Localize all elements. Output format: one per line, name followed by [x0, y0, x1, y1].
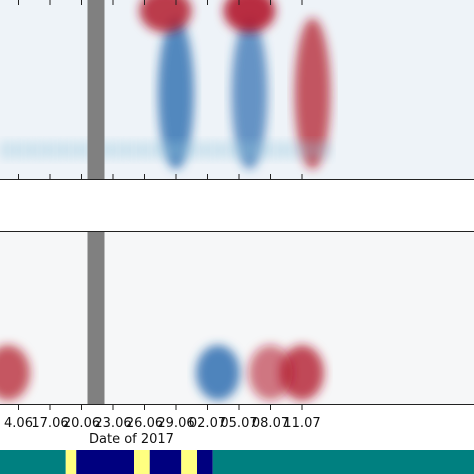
x-tick-labels: 4.0617.0620.0623.0626.0629.0602.0705.070… — [4, 416, 321, 431]
x-tick-label: 20.06 — [63, 416, 100, 431]
upper-texture-21 — [219, 140, 238, 160]
upper-feature-1 — [231, 18, 268, 170]
upper-texture-27 — [282, 140, 301, 160]
x-tick-label: 11.07 — [283, 416, 320, 431]
upper-heatmap-panel — [0, 0, 474, 180]
lower-feature-0 — [196, 345, 240, 401]
upper-texture-0 — [0, 140, 17, 160]
x-tick-label: 08.07 — [252, 416, 289, 431]
category-strip-segment-navy — [149, 450, 182, 474]
upper-texture-24 — [251, 140, 269, 160]
upper-feature-0 — [158, 18, 194, 170]
upper-texture-4.5 — [46, 140, 65, 160]
category-strip-segment-navy — [76, 450, 134, 474]
lower-data-gap — [87, 231, 105, 404]
x-tick-label: 02.07 — [189, 416, 226, 431]
upper-texture-19.5 — [203, 140, 222, 160]
lower-x-ticks — [18, 404, 303, 410]
category-strip-segment-navy — [197, 450, 213, 474]
upper-texture-1.5 — [14, 140, 33, 160]
lower-feature-3 — [248, 345, 293, 401]
upper-texture-18 — [188, 140, 206, 160]
upper-texture-12 — [125, 140, 143, 160]
upper-texture-30 — [314, 140, 332, 160]
upper-feature-4 — [294, 18, 331, 170]
x-tick-label: 17.06 — [31, 416, 68, 431]
upper-texture-13.5 — [140, 140, 159, 160]
upper-feature-3 — [223, 0, 276, 33]
x-axis-label: Date of 2017 — [89, 432, 174, 447]
category-strip-segment-yellow — [181, 450, 197, 474]
upper-heatmap-cells — [0, 0, 332, 170]
lower-heatmap-cells — [0, 345, 324, 401]
upper-texture-22.5 — [235, 140, 254, 160]
category-strip — [0, 450, 474, 474]
x-tick-label: 05.07 — [220, 416, 257, 431]
lower-feature-1 — [0, 345, 30, 401]
upper-texture-25.5 — [266, 140, 285, 160]
x-tick-label: 23.06 — [94, 416, 131, 431]
x-tick-label: 29.06 — [157, 416, 194, 431]
upper-feature-2 — [139, 0, 192, 33]
upper-top-ticks — [18, 0, 303, 5]
upper-texture-16.5 — [172, 140, 191, 160]
upper-texture-28.5 — [298, 140, 317, 160]
category-strip-segment-yellow — [65, 450, 77, 474]
category-strip-segment-teal — [0, 450, 66, 474]
x-tick-label: 26.06 — [126, 416, 163, 431]
category-strip-segment-teal — [212, 450, 474, 474]
upper-data-gap — [87, 0, 105, 180]
upper-texture-3 — [30, 140, 49, 160]
lower-heatmap-panel — [0, 231, 474, 410]
lower-feature-2 — [280, 345, 324, 401]
upper-texture-15 — [156, 140, 175, 160]
upper-texture-6 — [62, 140, 80, 160]
x-tick-label: 4.06 — [4, 416, 33, 431]
upper-texture-10.5 — [109, 140, 128, 160]
category-strip-segment-yellow — [134, 450, 150, 474]
